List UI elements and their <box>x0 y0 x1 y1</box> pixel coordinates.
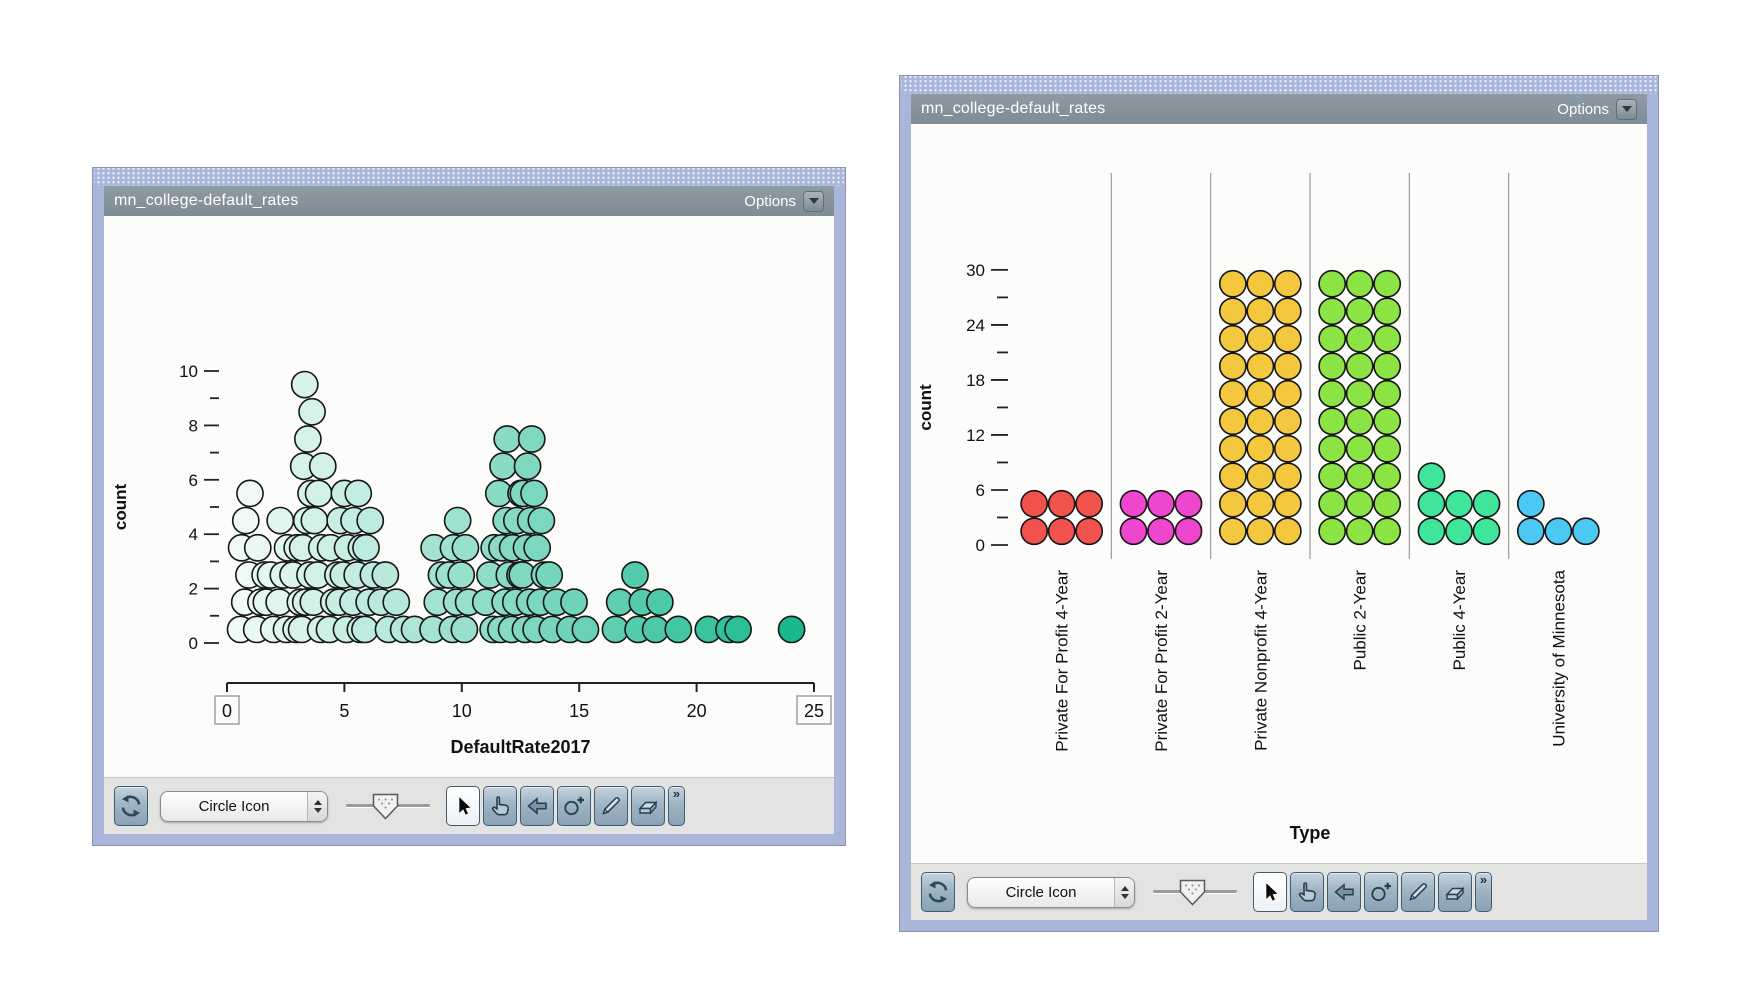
hand-tool-button[interactable] <box>1290 872 1324 912</box>
pencil-icon <box>602 797 620 815</box>
double-chevron-icon: » <box>1479 872 1488 887</box>
icon-style-select[interactable]: Circle Icon <box>967 876 1135 908</box>
draw-tool-button[interactable] <box>594 786 628 826</box>
dotplot-defaultrate-canvas[interactable]: 0 2 4 6 8 10 count 0 5 10 15 20 25 DefaultRate2017 <box>104 216 834 776</box>
cursor-arrow-icon <box>1266 883 1278 901</box>
tool-button-group: » <box>446 786 685 826</box>
plot-window-defaultrate: mn_college-default_rates Options 0 2 4 6 8 10… <box>93 168 845 845</box>
plot-window-type: mn_college-default_rates Options 0 6 12 18 2… <box>900 76 1658 931</box>
options-label: Options <box>1557 100 1609 118</box>
stepper-arrows-icon <box>1114 877 1134 907</box>
svg-text:Private For Profit 4-Year: Private For Profit 4-Year <box>1053 570 1072 752</box>
window-drag-strip[interactable] <box>901 76 1657 94</box>
mix-button[interactable] <box>921 872 955 912</box>
svg-text:Private Nonprofit 4-Year: Private Nonprofit 4-Year <box>1251 570 1270 751</box>
svg-text:count: count <box>916 384 935 431</box>
svg-text:University of Minnesota: University of Minnesota <box>1549 569 1568 746</box>
svg-text:Public 4-Year: Public 4-Year <box>1450 570 1469 671</box>
left-arrow-icon <box>527 797 547 815</box>
circle-plus-icon <box>1371 882 1391 902</box>
svg-text:DefaultRate2017: DefaultRate2017 <box>450 737 590 757</box>
more-tools-button[interactable]: » <box>668 786 685 826</box>
draw-tool-button[interactable] <box>1401 872 1435 912</box>
window-drag-strip[interactable] <box>94 168 844 186</box>
counter-tool-button[interactable] <box>557 786 591 826</box>
options-menu-button[interactable] <box>1616 98 1637 120</box>
svg-text:2: 2 <box>189 580 198 599</box>
icon-size-slider[interactable] <box>346 791 430 821</box>
svg-text:24: 24 <box>966 316 985 335</box>
svg-text:6: 6 <box>976 481 985 500</box>
eraser-icon <box>1445 886 1465 901</box>
slider-thumb-icon[interactable] <box>372 793 399 820</box>
tool-button-group: » <box>1253 872 1492 912</box>
plot-toolbar: Circle Icon <box>911 863 1647 920</box>
icon-style-value: Circle Icon <box>1005 883 1077 901</box>
plot-toolbar: Circle Icon <box>104 777 834 834</box>
svg-text:Private For Profit 2-Year: Private For Profit 2-Year <box>1152 570 1171 752</box>
svg-text:count: count <box>111 484 130 531</box>
icon-style-select[interactable]: Circle Icon <box>160 790 328 822</box>
select-tool-button[interactable] <box>1253 872 1287 912</box>
counter-tool-button[interactable] <box>1364 872 1398 912</box>
more-tools-button[interactable]: » <box>1475 872 1492 912</box>
mix-arrows-icon <box>121 795 141 817</box>
svg-text:Public 2-Year: Public 2-Year <box>1351 570 1370 671</box>
reference-arrow-tool-button[interactable] <box>1327 872 1361 912</box>
options-menu-button[interactable] <box>803 190 824 212</box>
plot-body: 0 6 12 18 24 30 count Private For Profit 4-Year… <box>911 124 1647 863</box>
eraser-icon <box>638 800 658 815</box>
pencil-icon <box>1409 883 1427 901</box>
svg-text:25: 25 <box>804 701 824 721</box>
icon-style-value: Circle Icon <box>198 797 270 815</box>
options-label: Options <box>744 192 796 210</box>
hand-icon <box>1298 882 1316 902</box>
stepper-arrows-icon <box>307 791 327 821</box>
svg-text:0: 0 <box>189 634 198 653</box>
svg-text:0: 0 <box>976 536 985 555</box>
slider-thumb-icon[interactable] <box>1179 879 1206 906</box>
chevron-down-icon <box>808 198 819 204</box>
svg-text:15: 15 <box>569 701 589 721</box>
window-titlebar[interactable]: mn_college-default_rates Options <box>911 94 1647 124</box>
svg-text:5: 5 <box>339 701 349 721</box>
mix-arrows-icon <box>928 881 948 903</box>
icon-size-slider[interactable] <box>1153 877 1237 907</box>
svg-text:8: 8 <box>189 416 198 435</box>
svg-text:10: 10 <box>452 701 472 721</box>
svg-text:Type: Type <box>1290 823 1331 843</box>
eraser-tool-button[interactable] <box>1438 872 1472 912</box>
cursor-arrow-icon <box>459 797 471 815</box>
window-titlebar[interactable]: mn_college-default_rates Options <box>104 186 834 216</box>
plot-body: 0 2 4 6 8 10 count 0 5 10 15 20 25 DefaultRate2017 <box>104 216 834 777</box>
select-tool-button[interactable] <box>446 786 480 826</box>
hand-icon <box>491 796 509 816</box>
left-arrow-icon <box>1334 883 1354 901</box>
chevron-down-icon <box>1621 106 1632 112</box>
svg-text:4: 4 <box>189 525 198 544</box>
svg-text:20: 20 <box>687 701 707 721</box>
reference-arrow-tool-button[interactable] <box>520 786 554 826</box>
svg-text:6: 6 <box>189 471 198 490</box>
dotplot-type-canvas[interactable]: 0 6 12 18 24 30 count Private For Profit 4-Year… <box>911 124 1647 862</box>
svg-text:10: 10 <box>179 362 198 381</box>
svg-text:18: 18 <box>966 371 985 390</box>
svg-text:12: 12 <box>966 426 985 445</box>
window-title: mn_college-default_rates <box>114 192 299 209</box>
eraser-tool-button[interactable] <box>631 786 665 826</box>
mix-button[interactable] <box>114 786 148 826</box>
svg-text:0: 0 <box>222 701 232 721</box>
hand-tool-button[interactable] <box>483 786 517 826</box>
circle-plus-icon <box>564 796 584 816</box>
double-chevron-icon: » <box>672 786 681 801</box>
svg-text:30: 30 <box>966 261 985 280</box>
window-title: mn_college-default_rates <box>921 100 1106 117</box>
